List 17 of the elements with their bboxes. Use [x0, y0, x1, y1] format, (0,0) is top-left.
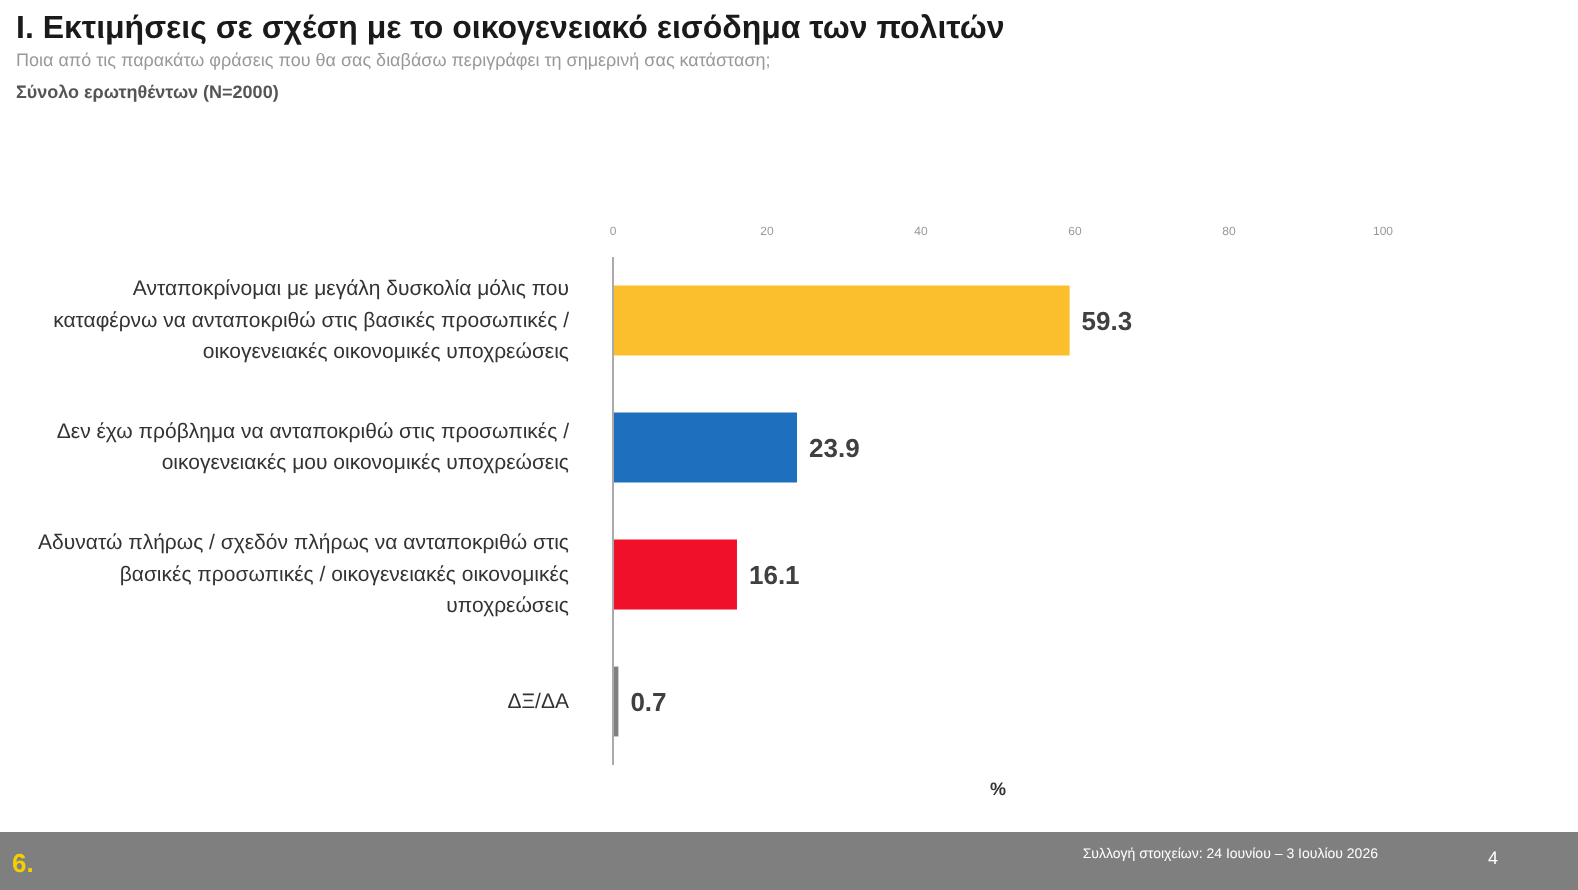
y-tick-label: Ανταποκρίνομαι με μεγάλη δυσκολία μόλις που καταφέρνω να ανταποκριθώ στις βασικές προσωπικές / οικογενειακές οικονομικές υποχρεώσεις [53, 277, 570, 364]
data-label: 59.3 [1081, 305, 1133, 336]
y-tick-label: Αδυνατώ πλήρως / σχεδόν πλήρως να ανταποκριθώ στις βασικές προσωπικές / οικογενειακές οικονομικές υποχρεώσεις [38, 531, 570, 618]
text: Ποια από τις παρακάτω φράσεις που θα σας διαβάσω περιγράφει τη σημερινή σας κατάσταση; [16, 48, 771, 74]
bar [613, 285, 1070, 356]
y-tick-label: ΔΞ/ΔΑ [507, 689, 570, 714]
data-label: 0.7 [630, 686, 667, 717]
text: 4 [1487, 846, 1498, 872]
bar [613, 412, 798, 483]
text: 6. [12, 846, 34, 882]
bar [613, 539, 737, 610]
data-label: 16.1 [748, 559, 800, 590]
text: Σύνολο ερωτηθέντων (Ν=2000) [16, 80, 279, 106]
data-label: 23.9 [809, 432, 860, 463]
x-axis-title: % [990, 779, 1007, 799]
y-tick-label: Δεν έχω πρόβλημα να ανταποκριθώ στις προσωπικές / οικογενειακές μου οικονομικές υποχρεώσεις [56, 419, 570, 476]
chart-title: I. Εκτιμήσεις σε σχέση με το οικογενειακό εισόδημα των πολιτών [16, 10, 1005, 50]
